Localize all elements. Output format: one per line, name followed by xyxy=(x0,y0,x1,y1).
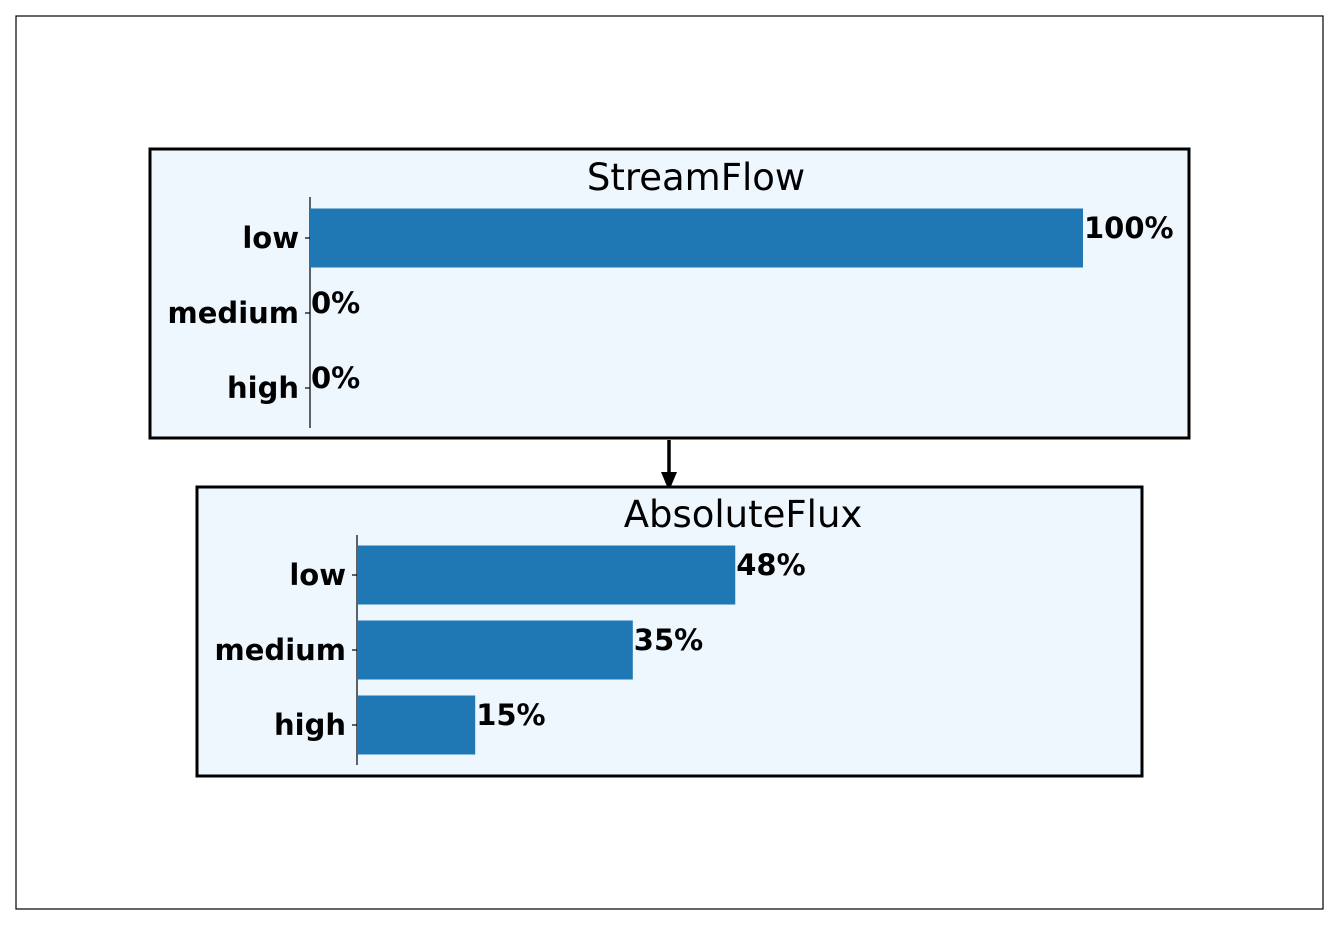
bar-high xyxy=(357,695,476,755)
node-title: StreamFlow xyxy=(587,156,805,199)
category-label-high: high xyxy=(227,371,299,405)
node-panel xyxy=(195,485,1144,778)
edge-streamflow-to-absoluteflux xyxy=(661,440,677,491)
arrow-head-icon xyxy=(661,472,677,491)
value-label-medium: 35% xyxy=(634,623,703,657)
bar-medium xyxy=(357,620,633,680)
bar-low xyxy=(310,208,1083,268)
value-label-high: 15% xyxy=(476,698,545,732)
category-label-medium: medium xyxy=(168,296,299,330)
category-label-high: high xyxy=(274,708,346,742)
node-absoluteflux: AbsoluteFlux low 48% medium 35% high 15% xyxy=(195,485,1144,778)
category-label-low: low xyxy=(289,558,346,592)
value-label-low: 100% xyxy=(1084,211,1174,245)
category-label-medium: medium xyxy=(215,633,346,667)
value-label-low: 48% xyxy=(736,548,805,582)
node-title: AbsoluteFlux xyxy=(624,493,863,536)
node-panel xyxy=(148,147,1191,440)
node-streamflow: StreamFlow low 100% medium 0% high 0% xyxy=(148,147,1191,440)
value-label-high: 0% xyxy=(311,361,360,395)
bar-low xyxy=(357,545,736,605)
category-label-low: low xyxy=(242,221,299,255)
value-label-medium: 0% xyxy=(311,286,360,320)
